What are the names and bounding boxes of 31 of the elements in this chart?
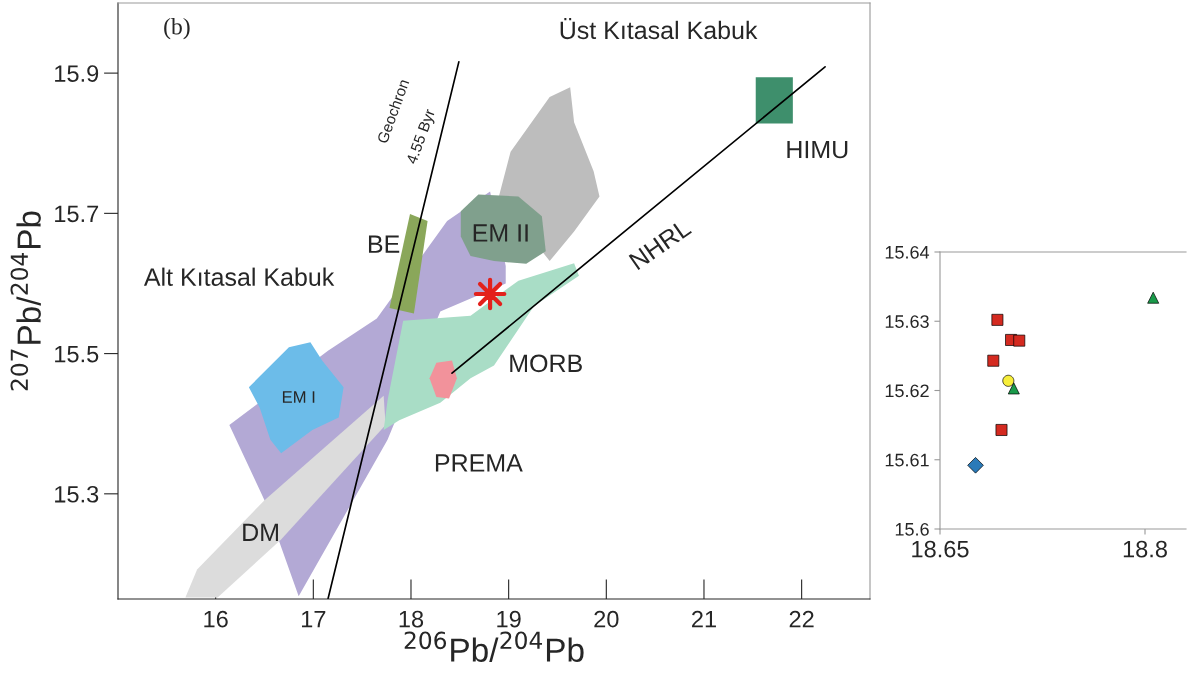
y-tick-label: 15.9: [55, 65, 99, 82]
y-tick-label: 15.3: [55, 485, 99, 503]
y-tick-label: 15.6: [895, 522, 929, 536]
x-tick-label: 18.65: [912, 540, 969, 558]
annotation: BE: [368, 235, 400, 253]
annotation: MORB: [510, 354, 582, 373]
annotation: 4.55 Byr: [405, 108, 439, 166]
x-tick-label: 16: [204, 610, 228, 628]
x-tick-label: 20: [594, 610, 619, 628]
annotation: Üst Kıtasal Kabuk: [560, 17, 758, 40]
y-tick-label: 15.63: [885, 315, 929, 328]
x-tick-label: 18: [399, 610, 424, 628]
y-tick-label: 15.7: [55, 205, 99, 223]
x-tick-label: 18.8: [1123, 540, 1167, 558]
y-tick-label: 15.61: [885, 453, 929, 467]
x-tick-label: 22: [789, 610, 814, 628]
annotation: EM II: [473, 224, 528, 242]
x-tick-label: 17: [302, 610, 326, 628]
annotation: PREMA: [435, 454, 523, 472]
annotation: EM I: [282, 391, 315, 403]
y-tick-label: 15.64: [885, 245, 930, 259]
x-tick-label: 21: [692, 610, 716, 628]
x-axis-title: $^{206}$Pb/$^{204}$Pb: [404, 631, 584, 662]
annotation: HIMU: [787, 140, 848, 159]
annotation: DM: [243, 523, 278, 541]
x-tick-label: 19: [497, 610, 521, 628]
annotation: (b): [164, 17, 190, 40]
y-tick-label: 15.62: [885, 384, 929, 398]
y-axis-title: $^{207}$Pb/$^{204}$Pb: [10, 211, 41, 391]
annotation: Alt Kıtasal Kabuk: [143, 267, 335, 286]
y-tick-label: 15.5: [55, 345, 99, 363]
